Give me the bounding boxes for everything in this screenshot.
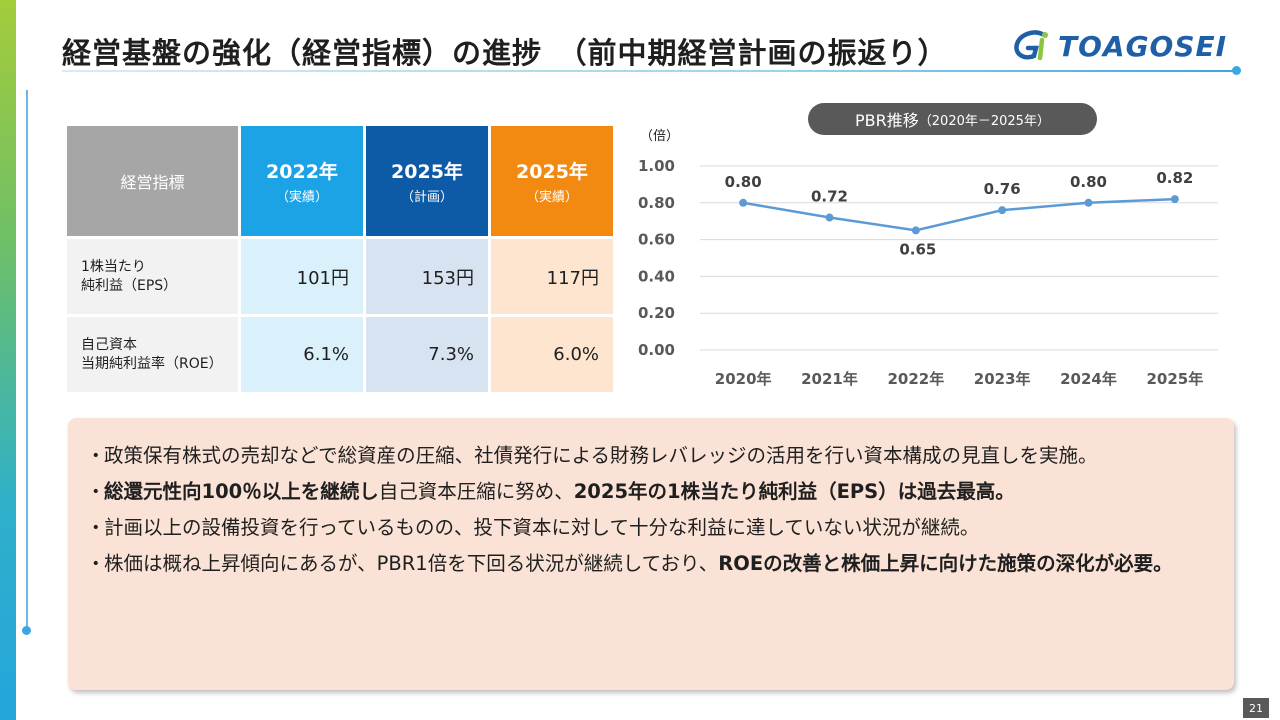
pbr-title-main: PBR推移: [855, 111, 919, 130]
bullet-marker: ・: [86, 552, 106, 575]
bullet-emphasis: 総還元性向100％以上を継続し: [104, 480, 379, 503]
column-header-2025-plan: 2025年 （計画）: [366, 126, 488, 236]
table-header-label: 経営指標: [67, 126, 238, 236]
summary-bullet-1: ・ 政策保有株式の売却などで総資産の圧縮、社債発行による財務レバレッジの活用を行…: [86, 438, 1216, 473]
y-tick-label: 0.60: [638, 231, 675, 249]
x-tick-label: 2025年: [1146, 370, 1203, 388]
data-point: [739, 198, 748, 207]
row-label-eps: 1株当たり 純利益（EPS）: [67, 239, 238, 314]
page-title: 経営基盤の強化（経営指標）の進捗 （前中期経営計画の振返り）: [62, 36, 948, 70]
bullet-text: 株価は概ね上昇傾向にあるが、PBR1倍を下回る状況が継続しており、ROEの改善と…: [104, 546, 1216, 581]
x-tick-label: 2024年: [1060, 370, 1117, 388]
column-sub: （計画）: [400, 190, 453, 205]
roe-2025-plan-value: 7.3%: [366, 317, 488, 392]
bullet-marker: ・: [86, 516, 106, 539]
y-tick-label: 0.80: [638, 194, 675, 212]
cell-value: 117円: [546, 267, 599, 289]
data-point: [911, 226, 920, 235]
column-year: 2025年: [391, 161, 463, 183]
bullet-text-normal: 自己資本圧縮に努め、: [378, 480, 574, 503]
row-label-line: 自己資本: [81, 336, 137, 353]
pbr-chart-title: PBR推移 （2020年－2025年）: [808, 103, 1097, 135]
data-label: 0.80: [1070, 173, 1107, 191]
summary-bullet-4: ・ 株価は概ね上昇傾向にあるが、PBR1倍を下回る状況が継続しており、ROEの改…: [86, 546, 1216, 581]
data-label: 0.80: [725, 173, 762, 191]
title-underline: [62, 70, 1234, 72]
page-number: 21: [1243, 698, 1269, 718]
bullet-marker: ・: [86, 480, 106, 503]
data-label: 0.82: [1156, 169, 1193, 187]
cell-value: 101円: [296, 267, 349, 289]
summary-bullet-3: ・ 計画以上の設備投資を行っているものの、投下資本に対して十分な利益に達していな…: [86, 510, 1216, 545]
roe-2022-value: 6.1%: [241, 317, 363, 392]
x-tick-label: 2022年: [887, 370, 944, 388]
x-tick-label: 2023年: [974, 370, 1031, 388]
y-tick-label: 1.00: [638, 157, 675, 175]
logo-mark-icon: [1014, 30, 1048, 61]
logo-text: TOAGOSEI: [1058, 29, 1228, 63]
data-point: [998, 206, 1007, 215]
y-tick-label: 0.00: [638, 341, 675, 359]
kpi-table: 経営指標 2022年 （実績） 2025年 （計画） 2025年 （実績） 1株…: [67, 126, 613, 392]
column-year: 2022年: [266, 161, 338, 183]
cell-value: 153円: [421, 267, 474, 289]
roe-2025-actual-value: 6.0%: [491, 317, 613, 392]
summary-box: ・ 政策保有株式の売却などで総資産の圧縮、社債発行による財務レバレッジの活用を行…: [68, 418, 1234, 690]
column-header-2022-actual: 2022年 （実績）: [241, 126, 363, 236]
pbr-title-range: （2020年－2025年）: [918, 113, 1050, 129]
data-point: [825, 213, 834, 222]
data-label: 0.76: [984, 180, 1021, 198]
column-sub: （実績）: [275, 190, 328, 205]
data-point: [1170, 195, 1179, 204]
x-tick-label: 2021年: [801, 370, 858, 388]
cell-value: 7.3%: [428, 344, 474, 365]
row-label-line: 純利益（EPS）: [81, 277, 178, 294]
row-label-line: 1株当たり: [81, 258, 146, 275]
cell-value: 6.1%: [303, 344, 349, 365]
title-underline-dot: [1232, 66, 1241, 75]
eps-2025-plan-value: 153円: [366, 239, 488, 314]
bullet-text: 政策保有株式の売却などで総資産の圧縮、社債発行による財務レバレッジの活用を行い資…: [104, 444, 1098, 467]
data-label: 0.72: [811, 188, 848, 206]
column-sub: （実績）: [525, 190, 578, 205]
pbr-series-line: [742, 197, 1175, 232]
bullet-emphasis: 2025年の1株当たり純利益（EPS）は過去最高。: [573, 480, 1015, 503]
bullet-emphasis: ROEの改善と株価上昇に向けた施策の深化が必要。: [718, 552, 1173, 575]
table-header-label-text: 経営指標: [120, 173, 185, 192]
x-tick-label: 2020年: [715, 370, 772, 388]
y-tick-label: 0.20: [638, 304, 675, 322]
decorative-vertical-line: [26, 90, 28, 630]
bullet-text: 総還元性向100％以上を継続し自己資本圧縮に努め、2025年の1株当たり純利益（…: [104, 474, 1216, 509]
bullet-text: 計画以上の設備投資を行っているものの、投下資本に対して十分な利益に達していない状…: [104, 516, 980, 539]
y-axis-unit-label: （倍）: [640, 129, 679, 144]
row-label-line: 当期純利益率（ROE）: [81, 355, 223, 372]
data-label: 0.65: [899, 240, 936, 258]
eps-2025-actual-value: 117円: [491, 239, 613, 314]
eps-2022-value: 101円: [241, 239, 363, 314]
y-tick-label: 0.40: [638, 267, 675, 285]
column-year: 2025年: [516, 161, 588, 183]
summary-bullet-2: ・ 総還元性向100％以上を継続し自己資本圧縮に努め、2025年の1株当たり純利…: [86, 474, 1216, 509]
column-header-2025-actual: 2025年 （実績）: [491, 126, 613, 236]
bullet-text-normal: 株価は概ね上昇傾向にあるが、PBR1倍を下回る状況が継続しており、: [104, 552, 719, 575]
pbr-line-chart: （倍） 0.00 0.20 0.40 0.60 0.80 1.00 2020年 2021年 202…: [638, 129, 1218, 388]
bullet-marker: ・: [86, 444, 106, 467]
left-accent-bar: [0, 0, 16, 720]
decorative-dot: [22, 626, 31, 635]
data-point: [1084, 198, 1093, 207]
cell-value: 6.0%: [553, 344, 599, 365]
company-logo: TOAGOSEI: [1012, 28, 1227, 64]
row-label-roe: 自己資本 当期純利益率（ROE）: [67, 317, 238, 392]
